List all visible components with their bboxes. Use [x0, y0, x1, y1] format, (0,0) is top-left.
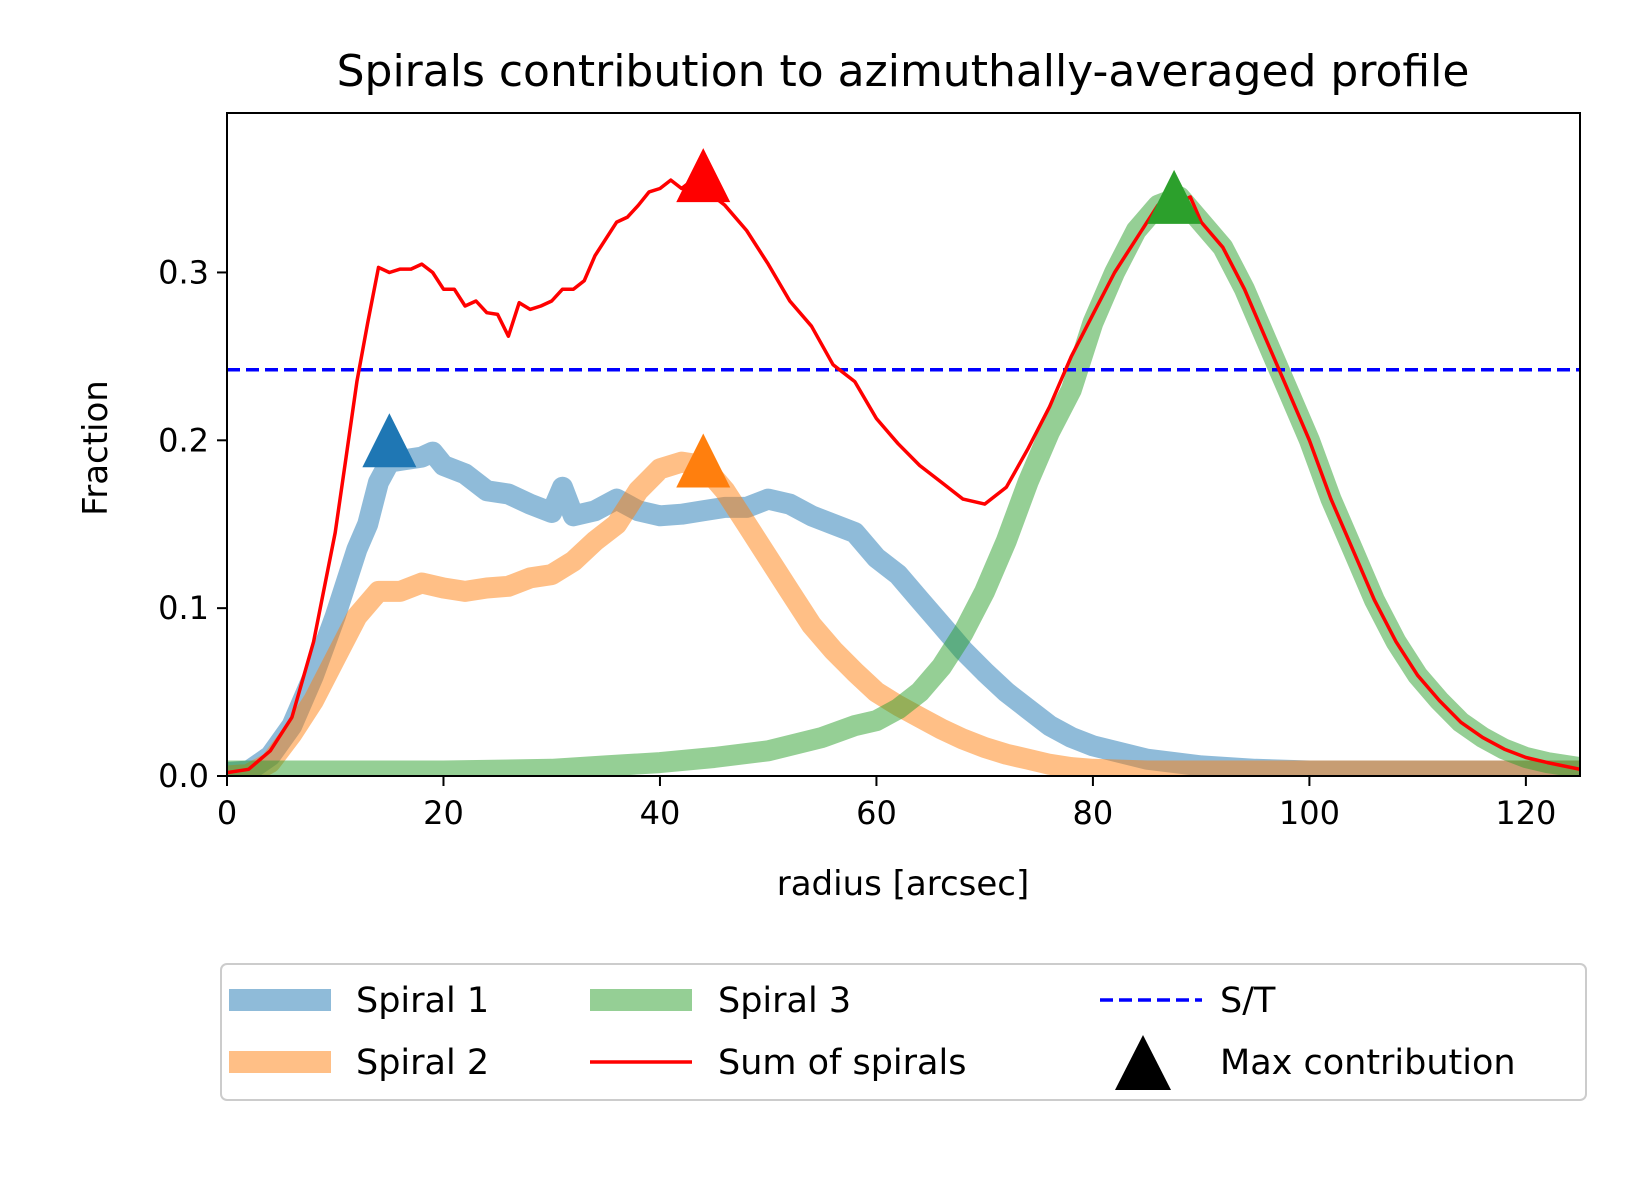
- series-line-sum-of-spirals: [227, 178, 1580, 775]
- x-tick-label: 40: [640, 794, 681, 832]
- legend-label-spiral-3: Spiral 3: [718, 981, 851, 1021]
- legend-swatch-max-triangle-icon: [1115, 1035, 1171, 1090]
- legend-label-spiral-2: Spiral 2: [356, 1043, 489, 1083]
- legend-label-sum: Sum of spirals: [718, 1043, 966, 1083]
- x-tick-label: 0: [217, 794, 237, 832]
- plot-frame: [226, 112, 1581, 777]
- max-marker-sum-of-spirals: [676, 148, 731, 203]
- y-axis: 0.0 0.1 0.2 0.3: [158, 253, 227, 795]
- y-tick-label: 0.0: [158, 757, 209, 795]
- x-tick-label: 80: [1073, 794, 1114, 832]
- series-line-spiral-2: [227, 451, 1580, 776]
- legend-label-max: Max contribution: [1220, 1043, 1516, 1083]
- y-tick-label: 0.3: [158, 253, 209, 291]
- x-tick-label: 20: [423, 794, 464, 832]
- x-axis-label: radius [arcsec]: [777, 864, 1030, 904]
- y-axis-label: Fraction: [76, 380, 116, 516]
- x-tick-label: 100: [1279, 794, 1340, 832]
- series-layer: [227, 178, 1580, 776]
- legend-label-spiral-1: Spiral 1: [356, 981, 489, 1021]
- max-marker-spiral-1: [362, 413, 417, 468]
- legend-label-st: S/T: [1220, 981, 1276, 1021]
- marker-layer: [362, 148, 1202, 488]
- chart-title: Spirals contribution to azimuthally-aver…: [337, 46, 1470, 97]
- legend-frame: [220, 963, 1587, 1101]
- x-axis: 0 20 40 60 80 100 120: [217, 776, 1556, 832]
- max-marker-spiral-2: [676, 433, 731, 488]
- max-marker-spiral-3: [1147, 169, 1202, 224]
- x-tick-label: 120: [1495, 794, 1556, 832]
- plot-area: [226, 112, 1581, 777]
- x-tick-label: 60: [856, 794, 897, 832]
- y-tick-label: 0.1: [158, 589, 209, 627]
- legend: Spiral 1 Spiral 2 Spiral 3 Sum of spiral…: [220, 963, 1587, 1101]
- y-tick-label: 0.2: [158, 421, 209, 459]
- series-line-spiral-3: [227, 186, 1580, 776]
